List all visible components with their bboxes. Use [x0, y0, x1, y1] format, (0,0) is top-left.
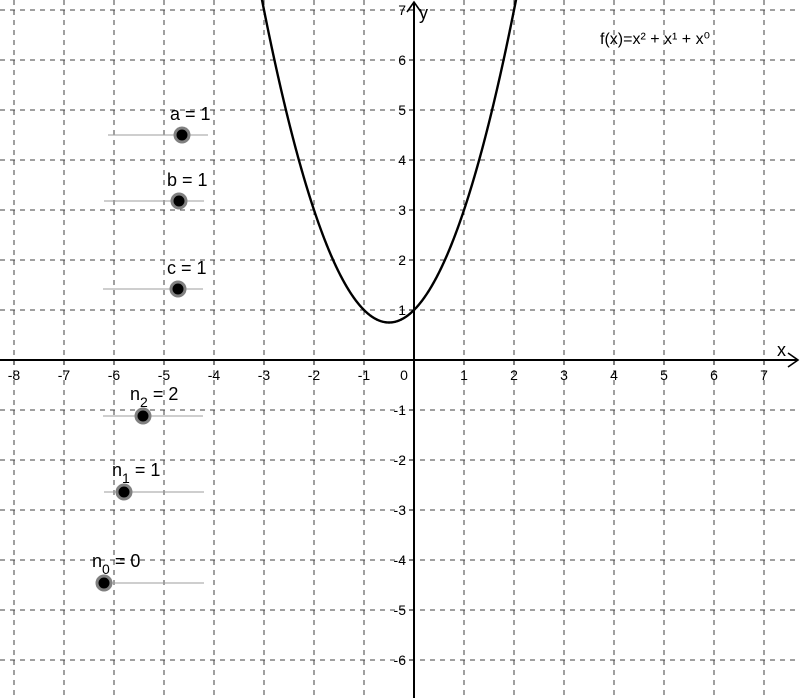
x-tick-label: 4: [610, 367, 618, 383]
y-axis-name: y: [419, 3, 428, 23]
y-tick-label: 7: [398, 2, 406, 18]
slider-label: n1 = 1: [112, 460, 160, 486]
slider-point[interactable]: [115, 483, 133, 501]
slider-label: c = 1: [167, 258, 207, 278]
y-tick-label: 1: [398, 302, 406, 318]
slider-b[interactable]: b = 1: [104, 170, 208, 210]
x-tick-label: -1: [358, 367, 371, 383]
x-tick-label: 7: [760, 367, 768, 383]
y-tick-label: -2: [394, 452, 407, 468]
slider-point[interactable]: [170, 192, 188, 210]
x-tick-label: 5: [660, 367, 668, 383]
slider-n2[interactable]: n2 = 2: [103, 384, 203, 425]
y-tick-label: 6: [398, 52, 406, 68]
y-tick-label: -5: [394, 602, 407, 618]
slider-label: b = 1: [167, 170, 208, 190]
tick-labels: -8 -7 -6 -5 -4 -3 -2 -1 0 1 2 3 4 5 6 7 7 6 5 4 3 2 1 -1 -2 -3 -4 -…: [8, 2, 768, 668]
slider-n0[interactable]: n0 = 0: [92, 551, 204, 592]
x-tick-label: -7: [58, 367, 71, 383]
y-tick-label: 3: [398, 202, 406, 218]
function-label: f(x)=x² + x¹ + x⁰: [600, 31, 710, 48]
y-tick-label: -1: [394, 402, 407, 418]
y-tick-label: -3: [394, 502, 407, 518]
y-tick-label: -6: [394, 652, 407, 668]
x-tick-label: -6: [108, 367, 121, 383]
y-tick-label: 5: [398, 102, 406, 118]
slider-label: a = 1: [170, 104, 211, 124]
slider-point[interactable]: [173, 126, 191, 144]
y-tick-label: -4: [394, 552, 407, 568]
x-axis-name: x: [777, 340, 786, 360]
y-tick-label: 2: [398, 252, 406, 268]
x-tick-label: 0: [400, 367, 408, 383]
x-tick-label: -3: [258, 367, 271, 383]
x-tick-label: -4: [208, 367, 221, 383]
y-tick-label: 4: [398, 152, 406, 168]
x-tick-label: 6: [710, 367, 718, 383]
x-tick-label: -2: [308, 367, 321, 383]
function-curve[interactable]: [254, 0, 524, 324]
slider-n1[interactable]: n1 = 1: [104, 460, 204, 501]
x-tick-label: -8: [8, 367, 21, 383]
x-axis-arrow: [787, 352, 800, 368]
slider-a[interactable]: a = 1: [108, 104, 211, 144]
slider-c[interactable]: c = 1: [103, 258, 207, 298]
slider-point[interactable]: [134, 407, 152, 425]
y-axis-arrow: [406, 0, 422, 13]
x-tick-label: -5: [158, 367, 171, 383]
x-tick-label: 1: [460, 367, 468, 383]
slider-label: n2 = 2: [130, 384, 178, 410]
x-tick-label: 3: [560, 367, 568, 383]
slider-label: n0 = 0: [92, 551, 140, 577]
slider-point[interactable]: [169, 280, 187, 298]
x-tick-label: 2: [510, 367, 518, 383]
slider-point[interactable]: [95, 574, 113, 592]
